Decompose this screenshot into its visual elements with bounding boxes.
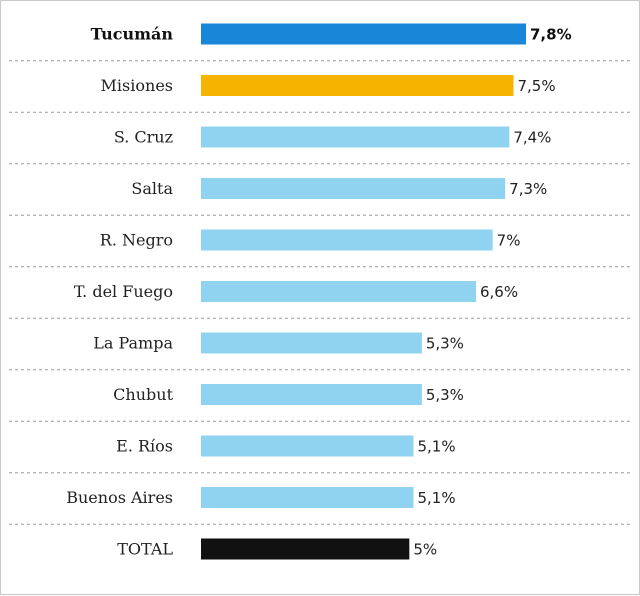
value-label: 6,6% [480,283,518,301]
category-label: Misiones [101,76,173,95]
bar [201,178,506,199]
bar [201,384,422,405]
value-label: 7% [497,232,521,250]
value-label: 7,3% [509,180,547,198]
category-label: Salta [131,179,173,198]
category-label: Buenos Aires [66,488,173,507]
category-label: Tucumán [91,25,174,44]
bar [201,281,476,302]
category-label: La Pampa [93,334,173,353]
bar [201,487,414,508]
category-label: S. Cruz [114,128,173,147]
bar [201,332,422,354]
value-label: 5% [413,541,437,559]
value-label: 7,8% [530,26,572,44]
bar [201,435,414,457]
value-label: 5,3% [426,386,464,404]
category-label: R. Negro [100,231,173,250]
value-label: 7,5% [518,77,556,95]
bar [201,75,514,96]
category-label: T. del Fuego [74,282,173,301]
value-label: 5,1% [418,489,456,507]
value-label: 5,3% [426,335,464,353]
value-label: 5,1% [418,438,456,456]
bar [201,126,510,148]
bar [201,229,493,251]
category-label: TOTAL [117,540,173,559]
value-label: 7,4% [513,129,551,147]
bar [201,538,410,560]
category-label: E. Ríos [116,437,173,456]
category-label: Chubut [113,385,173,404]
bar [201,23,526,45]
